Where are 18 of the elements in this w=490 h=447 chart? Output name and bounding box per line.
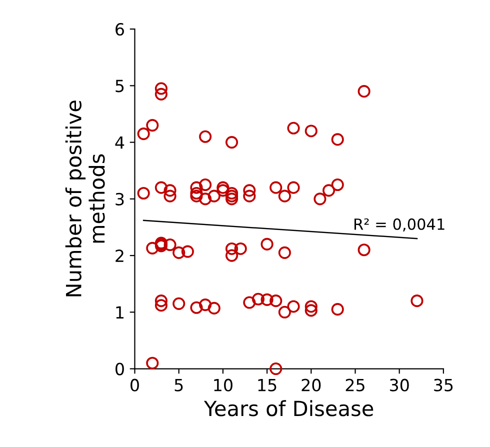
y-tick-label: 5	[116, 80, 124, 92]
x-tick-label: 15	[258, 379, 276, 392]
x-tick-label: 10	[214, 378, 232, 392]
x-tick-label: 35	[434, 378, 453, 392]
x-tick-label: 5	[174, 379, 183, 392]
y-tick-label: 2	[116, 249, 124, 262]
y-tick-label: 1	[116, 306, 124, 318]
x-tick-label: 25	[346, 378, 364, 392]
x-tick-label: 0	[130, 378, 139, 392]
x-tick-label: 30	[390, 378, 409, 392]
annotation: R² = 0,0041	[354, 218, 444, 232]
y-tick-label: 4	[115, 136, 124, 149]
y-tick-label: 6	[116, 23, 124, 36]
x-tick-label: 20	[302, 378, 321, 392]
y-axis-title: Number of positive methods	[65, 100, 105, 296]
y-tick-label: 0	[116, 362, 124, 376]
x-axis-title: Years of Disease	[204, 400, 374, 416]
y-tick-label: 3	[116, 192, 124, 206]
